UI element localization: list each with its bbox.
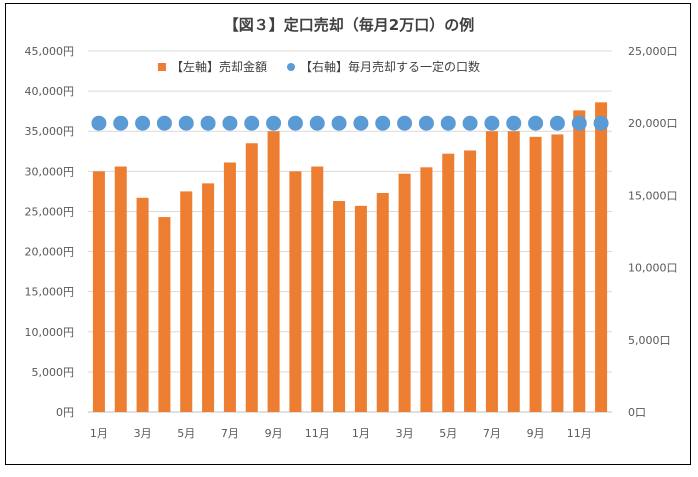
- data-point: [397, 115, 413, 131]
- legend-swatch-bars: [158, 62, 166, 71]
- data-point: [266, 115, 282, 131]
- right-axis-tick-label: 5,000口: [628, 334, 671, 347]
- data-point: [549, 115, 565, 131]
- data-point: [156, 115, 172, 131]
- bar: [289, 171, 302, 412]
- bar: [311, 166, 324, 412]
- data-point: [200, 115, 216, 131]
- bar: [333, 201, 346, 412]
- x-axis-tick-label: 3月: [134, 427, 152, 440]
- x-axis-tick-label: 7月: [221, 427, 239, 440]
- bar: [158, 217, 171, 412]
- legend-label-bars: 【左軸】売却金額: [171, 60, 268, 74]
- data-point: [440, 115, 456, 131]
- data-point: [331, 115, 347, 131]
- legend-label-dots: 【右軸】毎月売却する一定の口数: [300, 60, 481, 74]
- data-point: [484, 115, 500, 131]
- legend-swatch-dots: [287, 62, 296, 71]
- bar: [92, 171, 105, 412]
- legend-item-bars: 【左軸】売却金額: [158, 58, 267, 75]
- bar: [507, 131, 520, 412]
- data-point: [506, 115, 522, 131]
- bar: [442, 153, 455, 412]
- data-point: [353, 115, 369, 131]
- x-axis-tick-label: 3月: [396, 427, 414, 440]
- data-point: [178, 115, 194, 131]
- left-axis-tick-label: 25,000円: [25, 205, 75, 218]
- right-axis-tick-label: 10,000口: [628, 262, 678, 275]
- data-point: [222, 115, 238, 131]
- x-axis-tick-label: 11月: [305, 427, 330, 440]
- data-point: [135, 115, 151, 131]
- left-axis-tick-label: 5,000円: [32, 366, 75, 379]
- left-axis-tick-label: 40,000円: [25, 85, 75, 98]
- bar: [573, 110, 586, 412]
- bar: [398, 173, 411, 412]
- x-axis-tick-label: 1月: [352, 427, 370, 440]
- chart-legend: 【左軸】売却金額 【右軸】毎月売却する一定の口数: [158, 58, 480, 75]
- bar: [485, 131, 498, 412]
- left-axis-tick-label: 10,000円: [25, 326, 75, 339]
- bar: [223, 162, 236, 412]
- x-axis-tick-label: 5月: [177, 427, 195, 440]
- bar: [202, 183, 215, 412]
- chart-title: 【図３】定口売却（毎月2万口）の例: [223, 16, 475, 34]
- bar: [114, 166, 127, 412]
- data-point: [113, 115, 129, 131]
- bar: [595, 102, 608, 412]
- left-axis-tick-label: 20,000円: [25, 246, 75, 259]
- left-axis-tick-label: 45,000円: [25, 45, 75, 58]
- right-axis-tick-label: 20,000口: [628, 117, 678, 130]
- x-axis-tick-label: 11月: [567, 427, 592, 440]
- data-point: [462, 115, 478, 131]
- bar: [354, 205, 367, 412]
- bar: [136, 197, 149, 412]
- legend-item-dots: 【右軸】毎月売却する一定の口数: [287, 58, 480, 75]
- left-axis-tick-label: 30,000円: [25, 165, 75, 178]
- bar: [551, 134, 564, 413]
- bar: [245, 143, 258, 412]
- data-point: [244, 115, 260, 131]
- x-axis-tick-label: 5月: [439, 427, 457, 440]
- data-point: [593, 115, 609, 131]
- data-point: [309, 115, 325, 131]
- x-axis-tick-label: 1月: [90, 427, 108, 440]
- bar: [420, 167, 433, 412]
- right-axis-tick-label: 25,000口: [628, 45, 678, 58]
- bar: [376, 192, 389, 412]
- bar: [180, 191, 193, 412]
- x-axis-tick-label: 7月: [483, 427, 501, 440]
- left-axis-tick-label: 15,000円: [25, 286, 75, 299]
- data-point: [418, 115, 434, 131]
- bar: [529, 136, 542, 413]
- data-point: [91, 115, 107, 131]
- data-point: [375, 115, 391, 131]
- x-axis-tick-label: 9月: [265, 427, 283, 440]
- bar: [464, 150, 477, 412]
- data-point: [528, 115, 544, 131]
- data-point: [287, 115, 303, 131]
- bar: [267, 131, 280, 412]
- x-axis-tick-label: 9月: [527, 427, 545, 440]
- left-axis-tick-label: 0円: [56, 406, 74, 419]
- left-axis-tick-label: 35,000円: [25, 125, 75, 138]
- data-point: [571, 115, 587, 131]
- right-axis-tick-label: 15,000口: [628, 189, 678, 202]
- right-axis-tick-label: 0口: [628, 406, 646, 419]
